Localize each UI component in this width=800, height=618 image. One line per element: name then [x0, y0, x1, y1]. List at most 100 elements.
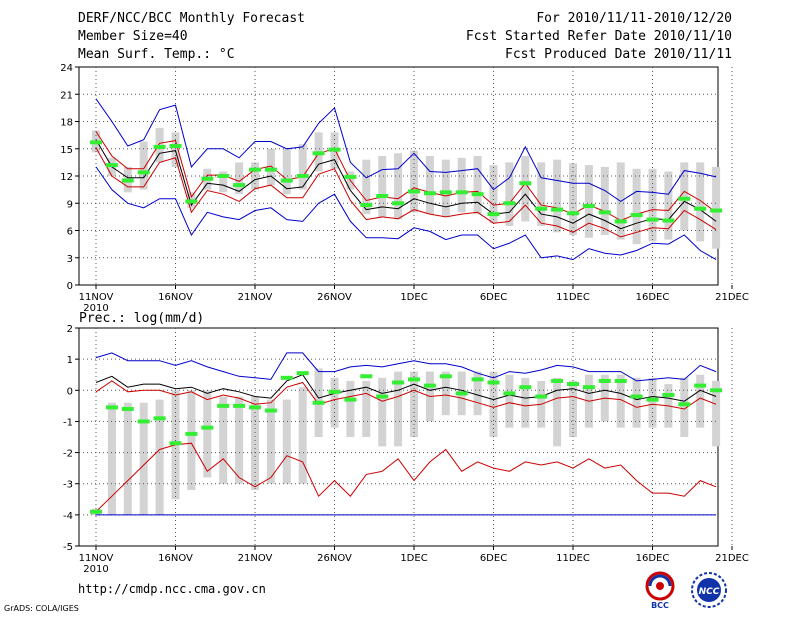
variable-label: Mean Surf. Temp.: °C — [78, 47, 235, 62]
prec-ensemble-box — [139, 402, 148, 515]
prec-median-mark — [646, 397, 659, 402]
prec-median-mark — [582, 385, 595, 390]
temp-y-tick-label: 18 — [60, 118, 73, 129]
prec-envelope-max-line — [95, 352, 717, 382]
prec-median-mark — [614, 378, 627, 383]
temp-ensemble-box — [378, 156, 387, 217]
temp-ensemble-box — [394, 153, 403, 220]
prec-ensemble-box — [616, 374, 625, 428]
prec-median-mark — [471, 377, 484, 382]
prec-median-mark — [249, 405, 261, 410]
prec-median-mark — [567, 382, 579, 387]
prec-ensemble-box — [648, 377, 657, 428]
prec-median-mark — [662, 392, 675, 397]
temp-median-mark — [519, 181, 532, 186]
prec-x-tick-label: 6DEC — [480, 553, 507, 564]
prec-x-tick-label: 21DEC — [715, 553, 749, 564]
prec-ensemble-box — [441, 371, 450, 416]
prec-median-mark — [312, 400, 325, 405]
temp-median-mark — [408, 189, 420, 194]
temp-ensemble-box — [171, 132, 180, 167]
prec-x-tick-label: 16DEC — [636, 553, 670, 564]
prec-y-tick-label: 0 — [67, 386, 73, 397]
temp-median-mark — [169, 144, 182, 149]
temp-median-mark — [439, 190, 452, 195]
prec-ensemble-box — [107, 402, 116, 515]
temp-median-mark — [328, 147, 341, 152]
temp-x-year-label: 2010 — [83, 303, 108, 314]
prec-ensemble-box — [219, 396, 228, 484]
prec-ensemble-box — [266, 399, 275, 484]
temp-ensemble-box — [584, 165, 593, 238]
temp-y-tick-label: 9 — [67, 199, 73, 210]
forecast-produced: Fcst Produced Date 2010/11/11 — [505, 47, 732, 62]
prec-ensemble-box — [362, 380, 371, 437]
temp-median-mark — [535, 206, 548, 211]
ncc-logo-text: NCC — [699, 587, 720, 597]
temp-x-tick-label: 6DEC — [480, 292, 507, 303]
prec-median-mark — [487, 380, 500, 385]
temp-ensemble-box — [457, 157, 466, 213]
prec-x-tick-label: 11DEC — [556, 553, 590, 564]
temp-median-mark — [249, 167, 261, 172]
source-url[interactable]: http://cmdp.ncc.cma.gov.cn — [78, 582, 266, 596]
prec-y-tick-label: -2 — [63, 449, 73, 460]
prec-ensemble-box — [203, 390, 212, 478]
temp-ensemble-box — [473, 156, 482, 215]
prec-y-tick-label: 2 — [67, 324, 73, 335]
temp-ensemble-box — [219, 171, 228, 193]
prec-median-mark — [328, 389, 341, 394]
temp-ensemble-box — [489, 165, 498, 224]
prec-ensemble-box — [394, 371, 403, 447]
temp-median-mark — [646, 217, 659, 222]
temp-ensemble-box — [521, 156, 530, 222]
prec-median-mark — [217, 403, 230, 408]
grads-credit: GrADS: COLA/IGES — [4, 604, 79, 613]
temp-median-mark — [487, 212, 500, 217]
temp-median-mark — [710, 208, 723, 213]
prec-ensemble-box — [505, 374, 514, 428]
prec-x-tick-label: 21NOV — [238, 553, 273, 564]
prec-spread-high-line — [95, 380, 717, 410]
bcc-logo-text: BCC — [651, 601, 669, 610]
prec-x-tick-label: 16NOV — [158, 553, 193, 564]
temp-median-mark — [280, 178, 293, 183]
temp-median-mark — [105, 163, 118, 168]
prec-ensemble-box — [473, 371, 482, 416]
prec-ensemble-box — [235, 396, 244, 484]
prec-median-mark — [710, 388, 723, 393]
chart-title: DERF/NCC/BCC Monthly Forecast — [78, 11, 305, 26]
prec-spread-low-line — [95, 442, 717, 513]
temp-ensemble-mean-line — [95, 139, 717, 230]
temp-spread-high-line — [95, 131, 717, 222]
temp-ensemble-box — [139, 141, 148, 190]
prec-ensemble-box — [712, 380, 721, 447]
forecast-started: Fcst Started Refer Date 2010/11/10 — [465, 29, 732, 44]
prec-median-mark — [201, 425, 214, 430]
prec-median-mark — [280, 375, 293, 380]
temp-median-mark — [694, 206, 707, 211]
temp-ensemble-box — [553, 159, 562, 233]
prec-median-mark — [185, 431, 198, 436]
prec-ensemble-box — [330, 377, 339, 428]
prec-ensemble-box — [680, 377, 689, 437]
temp-median-mark — [551, 207, 564, 212]
member-size: Member Size=40 — [78, 29, 188, 44]
prec-median-mark — [423, 383, 436, 388]
prec-ensemble-box — [521, 377, 530, 428]
prec-median-mark — [503, 391, 516, 396]
temp-x-tick-label: 16DEC — [636, 292, 670, 303]
temp-y-tick-label: 3 — [67, 254, 73, 265]
temp-median-mark — [201, 176, 214, 181]
temp-median-mark — [296, 174, 309, 178]
temp-median-mark — [455, 190, 468, 195]
temp-x-tick-label: 1DEC — [400, 292, 427, 303]
prec-median-mark — [630, 394, 643, 399]
temp-ensemble-box — [505, 162, 514, 226]
precip-panel-title: Prec.: log(mm/d) — [79, 311, 204, 326]
prec-x-tick-label: 11NOV — [79, 553, 114, 564]
temp-ensemble-box — [632, 168, 641, 245]
temp-median-mark — [121, 178, 134, 183]
prec-median-mark — [392, 380, 405, 385]
temp-y-tick-label: 21 — [60, 90, 73, 101]
